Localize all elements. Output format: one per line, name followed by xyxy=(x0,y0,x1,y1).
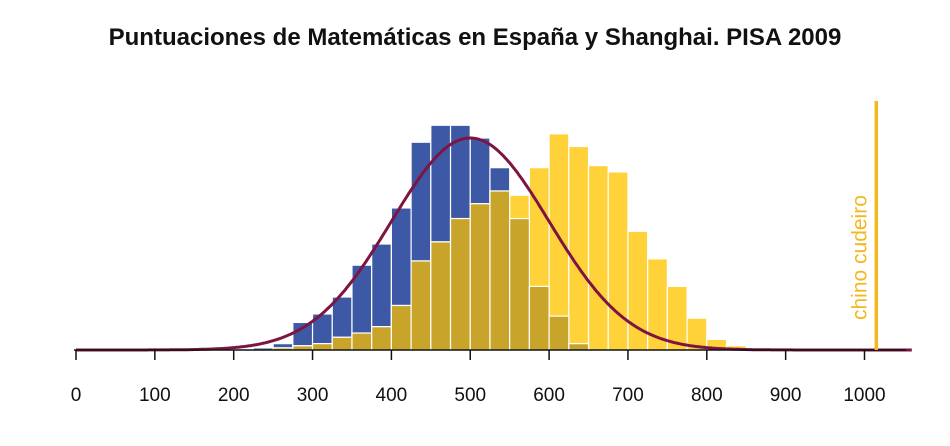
shanghai-bar xyxy=(607,171,629,351)
overlap-bar xyxy=(351,332,373,351)
x-axis: 0 100 200 300 400 500 600 700 800 900 1000 xyxy=(71,349,906,406)
overlap-bar xyxy=(449,217,471,351)
overlap-bar xyxy=(469,203,491,351)
overlap-bar xyxy=(410,260,432,351)
x-tick-label: 0 xyxy=(71,385,82,406)
x-tick-label: 900 xyxy=(770,385,802,406)
x-tick-label: 400 xyxy=(376,385,408,406)
x-tick-label: 600 xyxy=(533,385,565,406)
x-tick-label: 1000 xyxy=(843,385,885,406)
x-tick-label: 100 xyxy=(139,385,171,406)
overlap-bars xyxy=(272,190,590,351)
overlap-bar xyxy=(311,343,333,351)
overlap-bar xyxy=(489,190,511,351)
overlap-bar xyxy=(371,326,392,351)
overlap-bar xyxy=(331,336,353,351)
x-tick-label: 800 xyxy=(691,385,723,406)
chino-cudeiro-label: chino cudeiro xyxy=(848,195,871,320)
overlap-bar xyxy=(390,304,412,351)
overlap-bar xyxy=(568,343,590,351)
overlap-bar xyxy=(528,285,550,351)
chart-title: Puntuaciones de Matemáticas en España y … xyxy=(108,24,842,51)
x-tick-label: 700 xyxy=(612,385,644,406)
overlap-bar xyxy=(548,315,570,351)
x-tick-label: 300 xyxy=(297,385,329,406)
overlap-bar xyxy=(509,217,530,351)
x-tick-label: 200 xyxy=(218,385,250,406)
overlap-bar xyxy=(430,241,452,351)
shanghai-bar xyxy=(568,145,590,351)
shanghai-bar xyxy=(587,164,609,351)
x-tick-label: 500 xyxy=(454,385,486,406)
